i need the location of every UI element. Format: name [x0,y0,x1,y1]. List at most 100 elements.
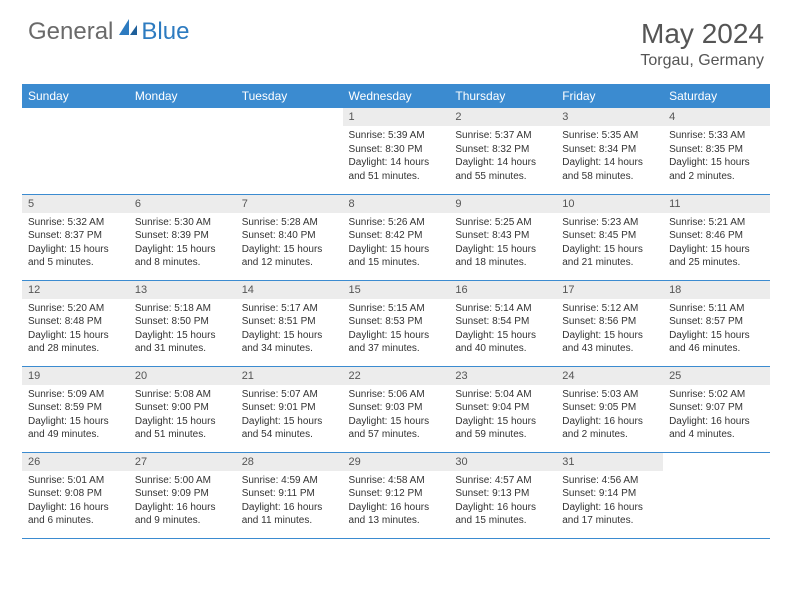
sunrise-text: Sunrise: 4:56 AM [562,474,657,488]
sunrise-text: Sunrise: 5:15 AM [349,302,444,316]
day-number: 31 [556,453,663,471]
day-details: Sunrise: 5:15 AMSunset: 8:53 PMDaylight:… [343,299,450,359]
sunrise-text: Sunrise: 5:28 AM [242,216,337,230]
day-number: 21 [236,367,343,385]
sunset-text: Sunset: 9:09 PM [135,487,230,501]
sunset-text: Sunset: 8:39 PM [135,229,230,243]
sunset-text: Sunset: 8:50 PM [135,315,230,329]
weekday-header-row: Sunday Monday Tuesday Wednesday Thursday… [22,84,770,108]
calendar-cell: 5Sunrise: 5:32 AMSunset: 8:37 PMDaylight… [22,194,129,280]
daylight-text: Daylight: 16 hours and 6 minutes. [28,501,123,528]
day-details: Sunrise: 5:14 AMSunset: 8:54 PMDaylight:… [449,299,556,359]
daylight-text: Daylight: 15 hours and 2 minutes. [669,156,764,183]
day-number: 18 [663,281,770,299]
weekday-header: Sunday [22,84,129,108]
daylight-text: Daylight: 15 hours and 12 minutes. [242,243,337,270]
sunrise-text: Sunrise: 5:25 AM [455,216,550,230]
day-number: 11 [663,195,770,213]
sunset-text: Sunset: 9:00 PM [135,401,230,415]
day-details: Sunrise: 5:37 AMSunset: 8:32 PMDaylight:… [449,126,556,186]
sunrise-text: Sunrise: 5:23 AM [562,216,657,230]
day-details: Sunrise: 5:21 AMSunset: 8:46 PMDaylight:… [663,213,770,273]
calendar-cell: 31 Sunrise: 4:56 AMSunset: 9:14 PMDayligh… [556,452,663,538]
daylight-text: Daylight: 15 hours and 34 minutes. [242,329,337,356]
title-block: May 2024 Torgau, Germany [640,18,764,70]
sunset-text: Sunset: 8:42 PM [349,229,444,243]
sunset-text: Sunset: 8:35 PM [669,143,764,157]
sunset-text: Sunset: 8:59 PM [28,401,123,415]
day-number: 3 [556,108,663,126]
daylight-text: Daylight: 15 hours and 5 minutes. [28,243,123,270]
sunset-text: Sunset: 8:32 PM [455,143,550,157]
day-details: Sunrise: 4:58 AMSunset: 9:12 PMDaylight:… [343,471,450,531]
sunrise-text: Sunrise: 5:37 AM [455,129,550,143]
sunrise-text: Sunrise: 5:02 AM [669,388,764,402]
calendar-cell: 8Sunrise: 5:26 AMSunset: 8:42 PMDaylight… [343,194,450,280]
day-number: 9 [449,195,556,213]
day-details: Sunrise: 5:33 AMSunset: 8:35 PMDaylight:… [663,126,770,186]
calendar-cell: 13Sunrise: 5:18 AMSunset: 8:50 PMDayligh… [129,280,236,366]
calendar-cell: 3Sunrise: 5:35 AMSunset: 8:34 PMDaylight… [556,108,663,194]
weekday-header: Tuesday [236,84,343,108]
day-details: Sunrise: 5:00 AMSunset: 9:09 PMDaylight:… [129,471,236,531]
day-number: 5 [22,195,129,213]
calendar-cell: 28Sunrise: 4:59 AMSunset: 9:11 PMDayligh… [236,452,343,538]
logo-text-general: General [28,18,113,46]
day-details: Sunrise: 5:06 AMSunset: 9:03 PMDaylight:… [343,385,450,445]
sunset-text: Sunset: 8:48 PM [28,315,123,329]
day-details: Sunrise: 5:02 AMSunset: 9:07 PMDaylight:… [663,385,770,445]
calendar-cell: 6Sunrise: 5:30 AMSunset: 8:39 PMDaylight… [129,194,236,280]
calendar-cell: 4Sunrise: 5:33 AMSunset: 8:35 PMDaylight… [663,108,770,194]
sunset-text: Sunset: 8:30 PM [349,143,444,157]
day-number: 23 [449,367,556,385]
day-details: Sunrise: 4:59 AMSunset: 9:11 PMDaylight:… [236,471,343,531]
sunrise-text: Sunrise: 5:01 AM [28,474,123,488]
day-number: 7 [236,195,343,213]
day-details: Sunrise: 5:18 AMSunset: 8:50 PMDaylight:… [129,299,236,359]
calendar-cell: 11Sunrise: 5:21 AMSunset: 8:46 PMDayligh… [663,194,770,280]
sunset-text: Sunset: 9:14 PM [562,487,657,501]
daylight-text: Daylight: 16 hours and 9 minutes. [135,501,230,528]
daylight-text: Daylight: 15 hours and 25 minutes. [669,243,764,270]
daylight-text: Daylight: 15 hours and 59 minutes. [455,415,550,442]
day-number: 22 [343,367,450,385]
sunrise-text: Sunrise: 5:12 AM [562,302,657,316]
calendar-cell: 10Sunrise: 5:23 AMSunset: 8:45 PMDayligh… [556,194,663,280]
sunrise-text: Sunrise: 5:30 AM [135,216,230,230]
calendar-cell [22,108,129,194]
day-number: 19 [22,367,129,385]
calendar-cell: 1Sunrise: 5:39 AMSunset: 8:30 PMDaylight… [343,108,450,194]
sunrise-text: Sunrise: 5:14 AM [455,302,550,316]
sunset-text: Sunset: 9:07 PM [669,401,764,415]
header: General Blue May 2024 Torgau, Germany [0,0,792,78]
calendar-cell: 16Sunrise: 5:14 AMSunset: 8:54 PMDayligh… [449,280,556,366]
sunset-text: Sunset: 9:12 PM [349,487,444,501]
day-number: 10 [556,195,663,213]
sunset-text: Sunset: 9:08 PM [28,487,123,501]
day-details: Sunrise: 5:35 AMSunset: 8:34 PMDaylight:… [556,126,663,186]
sunset-text: Sunset: 9:11 PM [242,487,337,501]
daylight-text: Daylight: 16 hours and 15 minutes. [455,501,550,528]
day-details: Sunrise: 5:07 AMSunset: 9:01 PMDaylight:… [236,385,343,445]
daylight-text: Daylight: 14 hours and 55 minutes. [455,156,550,183]
sunrise-text: Sunrise: 5:03 AM [562,388,657,402]
sunrise-text: Sunrise: 4:57 AM [455,474,550,488]
daylight-text: Daylight: 16 hours and 17 minutes. [562,501,657,528]
daylight-text: Daylight: 16 hours and 11 minutes. [242,501,337,528]
sunrise-text: Sunrise: 5:11 AM [669,302,764,316]
day-number: 29 [343,453,450,471]
calendar-cell: 7Sunrise: 5:28 AMSunset: 8:40 PMDaylight… [236,194,343,280]
calendar-cell: 21Sunrise: 5:07 AMSunset: 9:01 PMDayligh… [236,366,343,452]
day-number: 13 [129,281,236,299]
logo-text-blue: Blue [141,18,189,46]
sunset-text: Sunset: 9:03 PM [349,401,444,415]
sunset-text: Sunset: 8:56 PM [562,315,657,329]
sunrise-text: Sunrise: 5:26 AM [349,216,444,230]
day-details: Sunrise: 5:09 AMSunset: 8:59 PMDaylight:… [22,385,129,445]
location: Torgau, Germany [640,52,764,70]
daylight-text: Daylight: 16 hours and 2 minutes. [562,415,657,442]
daylight-text: Daylight: 15 hours and 28 minutes. [28,329,123,356]
day-number: 16 [449,281,556,299]
day-details: Sunrise: 4:57 AMSunset: 9:13 PMDaylight:… [449,471,556,531]
day-details: Sunrise: 5:25 AMSunset: 8:43 PMDaylight:… [449,213,556,273]
